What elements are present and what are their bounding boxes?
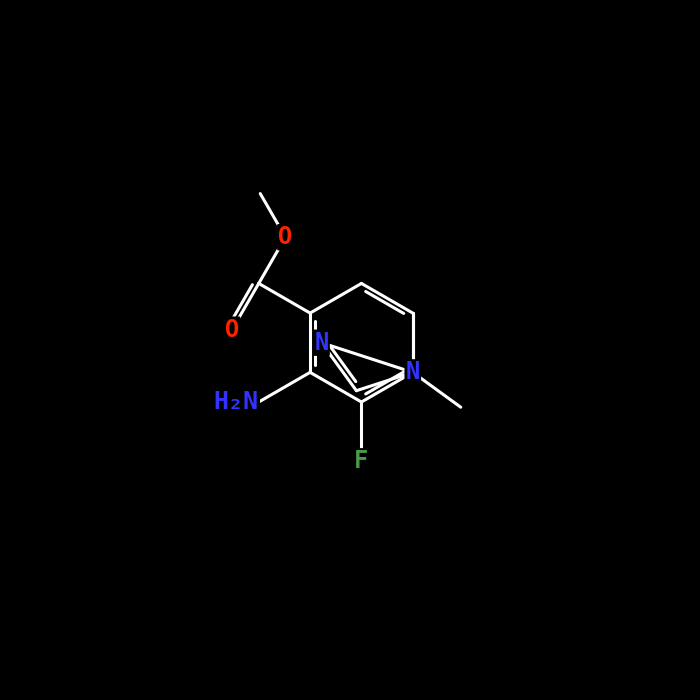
Text: H₂N: H₂N (214, 390, 259, 414)
Text: F: F (354, 449, 369, 473)
Text: O: O (225, 318, 239, 342)
Text: N: N (314, 330, 329, 355)
Text: O: O (279, 225, 293, 249)
Text: N: N (406, 360, 420, 384)
